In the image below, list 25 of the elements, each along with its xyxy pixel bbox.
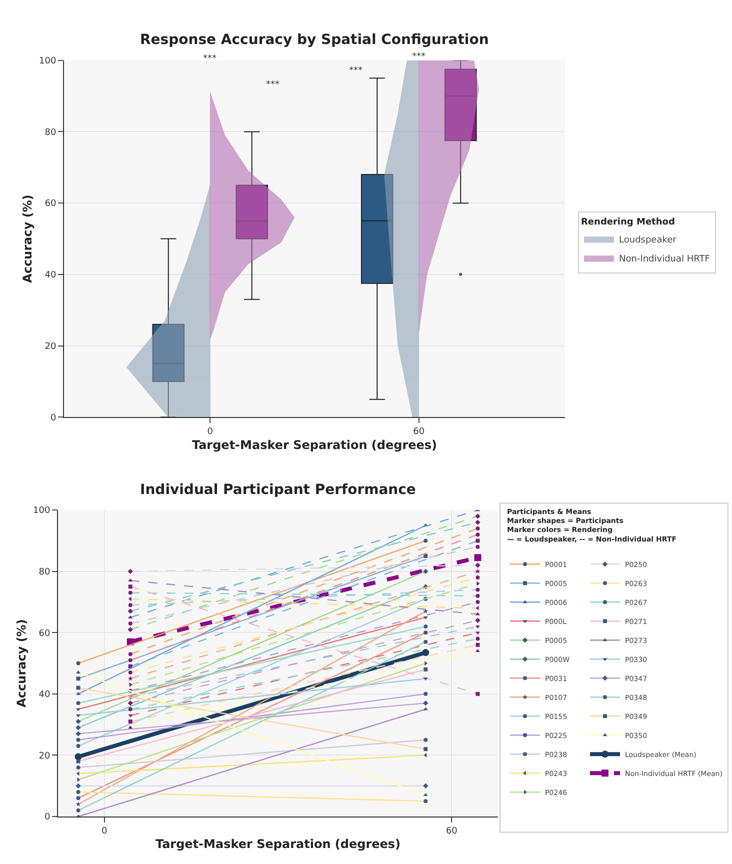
- chart-title: Individual Participant Performance: [140, 482, 416, 498]
- annotation: ***: [266, 80, 280, 90]
- annotation: ***: [412, 52, 426, 62]
- y-tick-label: 80: [44, 128, 56, 138]
- legend-label: Loudspeaker: [619, 235, 677, 246]
- y-tick-label: 20: [38, 751, 50, 762]
- y-tick-label: 0: [50, 413, 56, 424]
- y-tick-label: 80: [38, 568, 50, 578]
- legend-label: Non-Individual HRTF: [619, 254, 710, 264]
- y-axis-title: Accuracy (%): [14, 619, 28, 708]
- y-tick-label: 40: [44, 270, 56, 281]
- y-tick-label: 60: [38, 628, 50, 639]
- chart-title: Response Accuracy by Spatial Configuration: [140, 32, 489, 48]
- x-axis-title: Target-Masker Separation (degrees): [155, 837, 401, 852]
- y-tick-label: 60: [44, 199, 56, 210]
- y-tick-label: 40: [38, 690, 50, 700]
- legend-title: Rendering Method: [581, 217, 675, 228]
- y-tick-label: 0: [44, 812, 50, 823]
- y-tick-label: 20: [44, 342, 56, 352]
- y-tick-label: 100: [33, 506, 50, 516]
- annotation: ***: [203, 54, 217, 64]
- y-axis-title: Accuracy (%): [20, 194, 34, 283]
- annotation: ***: [349, 66, 363, 76]
- y-tick-label: 100: [39, 56, 56, 66]
- x-axis-title: Target-Masker Separation (degrees): [192, 438, 438, 452]
